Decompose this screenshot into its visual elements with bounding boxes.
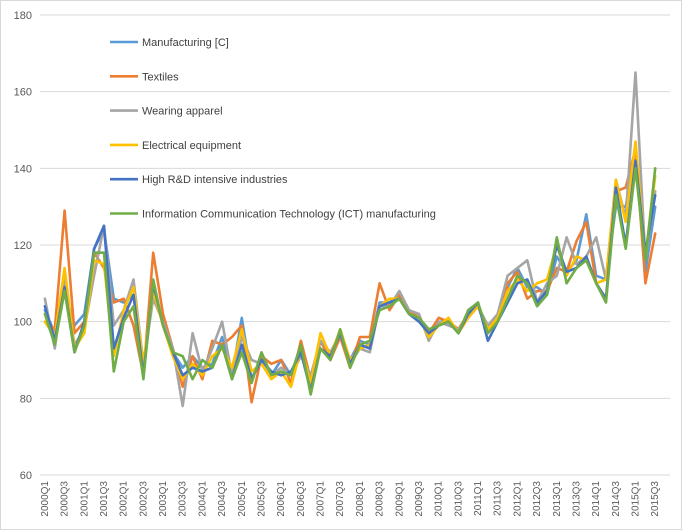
x-tick-label: 2007Q3 [335, 481, 346, 517]
x-tick-label: 2001Q1 [79, 481, 90, 517]
legend: Manufacturing [C] Textiles Wearing apparel… [110, 37, 436, 221]
x-tick-label: 2004Q3 [217, 481, 228, 517]
legend-label-6: Information Communication Technology (IC… [142, 209, 436, 221]
legend-label-4: Electrical equipment [142, 140, 241, 152]
x-tick-label: 2005Q3 [256, 481, 267, 517]
x-tick-label: 2000Q3 [60, 481, 71, 517]
x-tick-label: 2002Q1 [119, 481, 130, 517]
legend-label-3: Wearing apparel [142, 106, 223, 118]
x-tick-label: 2008Q3 [375, 481, 386, 517]
x-tick-label: 2006Q1 [276, 481, 287, 517]
x-tick-label: 2003Q3 [178, 481, 189, 517]
y-tick-label: 140 [14, 163, 32, 175]
x-tick-label: 2003Q1 [158, 481, 169, 517]
gridlines [40, 14, 670, 476]
y-tick-label: 180 [14, 10, 32, 22]
x-tick-label: 2013Q3 [571, 481, 582, 517]
x-tick-label: 2001Q3 [99, 481, 110, 517]
x-tick-label: 2009Q1 [394, 481, 405, 517]
series-line-6 [43, 167, 657, 396]
legend-label-5: High R&D intensive industries [142, 174, 288, 186]
x-tick-label: 2012Q3 [532, 481, 543, 517]
legend-label-1: Manufacturing [C] [142, 37, 229, 49]
x-tick-label: 2015Q3 [650, 481, 661, 517]
x-tick-label: 2015Q1 [631, 481, 642, 517]
x-tick-label: 2008Q1 [355, 481, 366, 517]
y-tick-label: 120 [14, 240, 32, 252]
y-tick-label: 100 [14, 317, 32, 329]
x-tick-label: 2010Q3 [453, 481, 464, 517]
series-lines [43, 71, 657, 408]
y-tick-label: 60 [20, 470, 32, 482]
x-tick-label: 2014Q1 [591, 481, 602, 517]
x-tick-label: 2000Q1 [40, 481, 51, 517]
x-tick-label: 2007Q1 [316, 481, 327, 517]
x-tick-label: 2002Q3 [138, 481, 149, 517]
x-tick-label: 2006Q3 [296, 481, 307, 517]
x-tick-label: 2012Q1 [512, 481, 523, 517]
x-tick-label: 2013Q1 [552, 481, 563, 517]
x-tick-label: 2005Q1 [237, 481, 248, 517]
legend-label-2: Textiles [142, 71, 179, 83]
x-tick-label: 2011Q3 [493, 481, 504, 516]
y-tick-label: 160 [14, 87, 32, 99]
x-tick-label: 2009Q3 [414, 481, 425, 517]
x-tick-label: 2010Q1 [434, 481, 445, 517]
x-tick-label: 2011Q1 [473, 481, 484, 516]
y-tick-label: 80 [20, 393, 32, 405]
y-axis-ticks: 60 80 100 120 140 160 180 [14, 10, 32, 482]
x-tick-label: 2004Q1 [197, 481, 208, 517]
x-axis-ticks: 2000Q1 2000Q3 2001Q1 2001Q3 2002Q1 2002Q3 2003… [40, 481, 661, 517]
x-tick-label: 2014Q3 [611, 481, 622, 517]
